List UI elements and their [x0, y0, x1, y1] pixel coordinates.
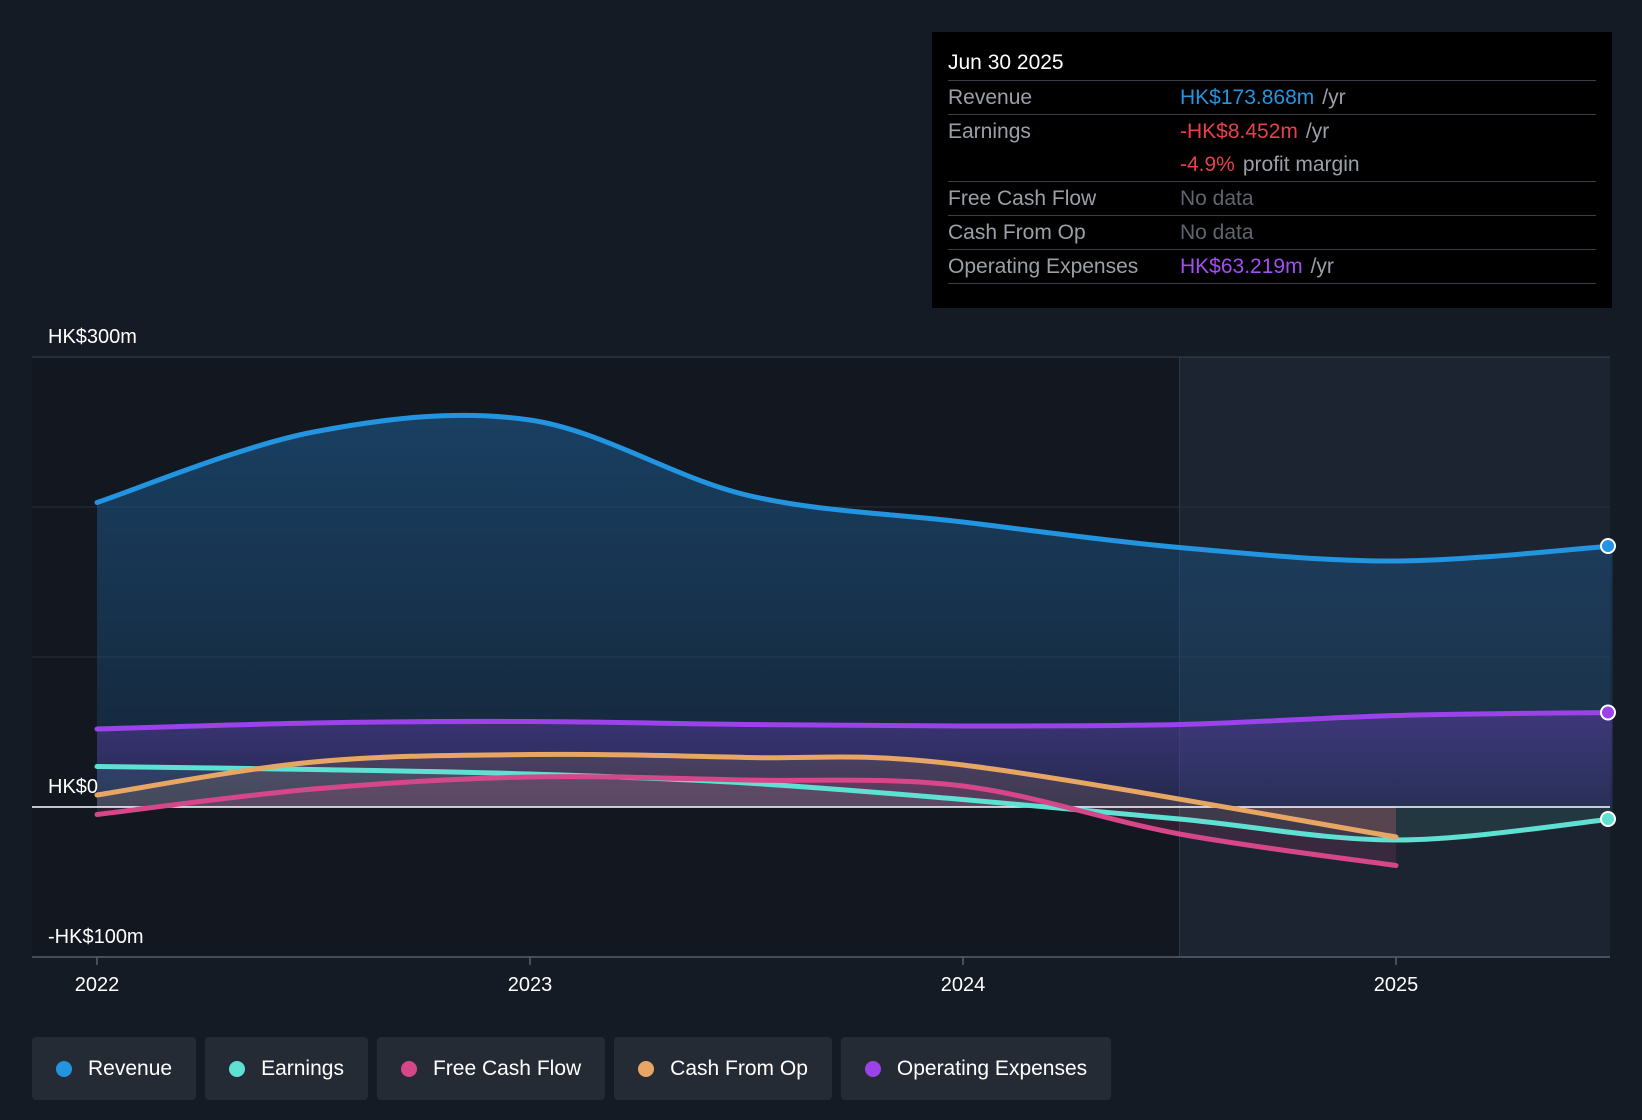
series-areas — [97, 415, 1613, 866]
tooltip-value: -HK$8.452m — [1180, 119, 1298, 143]
legend-label: Free Cash Flow — [432, 1056, 582, 1080]
tooltip-row-operating-expenses: Operating Expenses HK$63.219m/yr — [948, 250, 1596, 284]
earnings-end-point — [1600, 811, 1616, 827]
tooltip-value: No data — [1180, 186, 1254, 210]
tooltip-row-earnings: Earnings -HK$8.452m/yr — [948, 115, 1596, 148]
operating-expenses-line — [94, 710, 1615, 732]
x-tick-label: 2022 — [75, 974, 120, 996]
x-tick-label: 2025 — [1374, 974, 1419, 996]
tooltip-unit: profit margin — [1242, 152, 1360, 176]
cash-from-op-area — [97, 754, 1396, 837]
revenue-area — [97, 415, 1613, 807]
legend-item-earnings[interactable]: Earnings — [205, 1037, 368, 1100]
y-tick-label: HK$0 — [48, 776, 98, 798]
legend-item-operating-expenses[interactable]: Operating Expenses — [840, 1037, 1112, 1100]
tooltip-value: HK$173.868m — [1180, 85, 1315, 109]
tooltip-label: Earnings — [948, 119, 1031, 143]
y-tick-label: -HK$100m — [48, 926, 144, 948]
x-tick-label: 2024 — [941, 974, 986, 996]
free-cash-flow-area — [97, 776, 1396, 866]
tooltip-date: Jun 30 2025 — [948, 46, 1596, 81]
legend-item-cash-from-op[interactable]: Cash From Op — [614, 1037, 832, 1100]
operating-expenses-end-point — [1600, 704, 1616, 721]
revenue-end-point — [1600, 538, 1616, 554]
hover-tooltip: Jun 30 2025 Revenue HK$173.868m/yr Earni… — [932, 32, 1612, 308]
tooltip-label: Free Cash Flow — [948, 186, 1097, 210]
tooltip-label: Cash From Op — [948, 220, 1086, 244]
revenue-dot-icon — [56, 1060, 72, 1077]
earnings-area — [97, 766, 1613, 840]
series-end-markers — [1600, 538, 1616, 827]
tooltip-value: -4.9% — [1180, 152, 1235, 176]
legend-label: Earnings — [261, 1056, 344, 1080]
tooltip-value: No data — [1180, 220, 1254, 244]
revenue-line — [94, 412, 1615, 564]
legend-item-revenue[interactable]: Revenue — [32, 1037, 197, 1100]
y-tick-label: HK$300m — [48, 326, 137, 348]
earnings-line — [94, 764, 1615, 843]
tooltip-label: Revenue — [948, 85, 1033, 109]
tooltip-label: Operating Expenses — [948, 254, 1139, 278]
cash-from-op-dot-icon — [638, 1060, 655, 1077]
legend-item-free-cash-flow[interactable]: Free Cash Flow — [376, 1037, 606, 1100]
legend-label: Revenue — [88, 1056, 173, 1080]
tooltip-row-free-cash-flow: Free Cash Flow No data — [948, 182, 1596, 216]
chart-legend: Revenue Earnings Free Cash Flow Cash Fro… — [32, 1037, 1112, 1100]
tooltip-value: HK$63.219m — [1180, 254, 1303, 278]
tooltip-unit: /yr — [1305, 119, 1330, 143]
y-axis-labels: HK$300m HK$0 -HK$100m — [48, 326, 144, 948]
tooltip-unit: /yr — [1310, 254, 1334, 278]
tooltip-row-revenue: Revenue HK$173.868m/yr — [948, 81, 1596, 115]
operating-expenses-area — [97, 712, 1613, 807]
legend-label: Operating Expenses — [896, 1056, 1088, 1080]
operating-expenses-dot-icon — [864, 1060, 881, 1077]
legend-label: Cash From Op — [670, 1056, 808, 1080]
free-cash-flow-dot-icon — [400, 1060, 417, 1077]
series-lines — [94, 412, 1615, 868]
tooltip-row-profit-margin: -4.9% profit margin — [948, 148, 1596, 182]
earnings-dot-icon — [229, 1060, 246, 1077]
x-tick-label: 2023 — [508, 974, 553, 996]
free-cash-flow-line — [94, 774, 1399, 868]
x-axis-labels: 2022 2023 2024 2025 — [75, 957, 1419, 996]
cash-from-op-line — [94, 751, 1399, 840]
tooltip-row-cash-from-op: Cash From Op No data — [948, 216, 1596, 250]
tooltip-unit: /yr — [1322, 85, 1346, 109]
